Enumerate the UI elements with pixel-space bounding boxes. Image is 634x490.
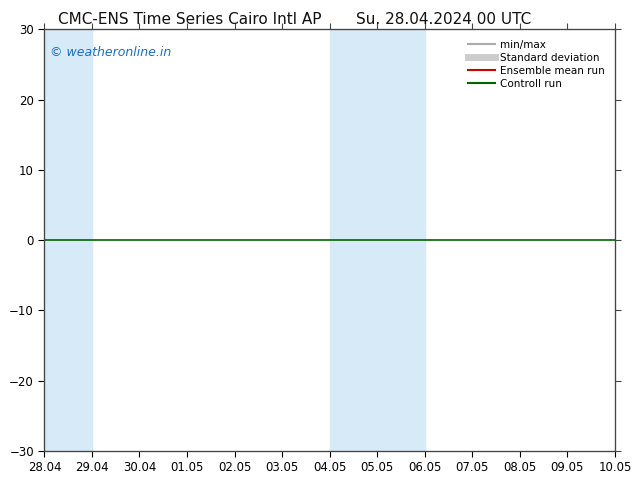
Legend: min/max, Standard deviation, Ensemble mean run, Controll run: min/max, Standard deviation, Ensemble me… <box>464 35 609 93</box>
Text: Su. 28.04.2024 00 UTC: Su. 28.04.2024 00 UTC <box>356 12 531 27</box>
Bar <box>44 29 92 451</box>
Text: CMC-ENS Time Series Cairo Intl AP: CMC-ENS Time Series Cairo Intl AP <box>58 12 322 27</box>
Text: © weatheronline.in: © weatheronline.in <box>50 46 171 59</box>
Bar <box>330 29 425 451</box>
